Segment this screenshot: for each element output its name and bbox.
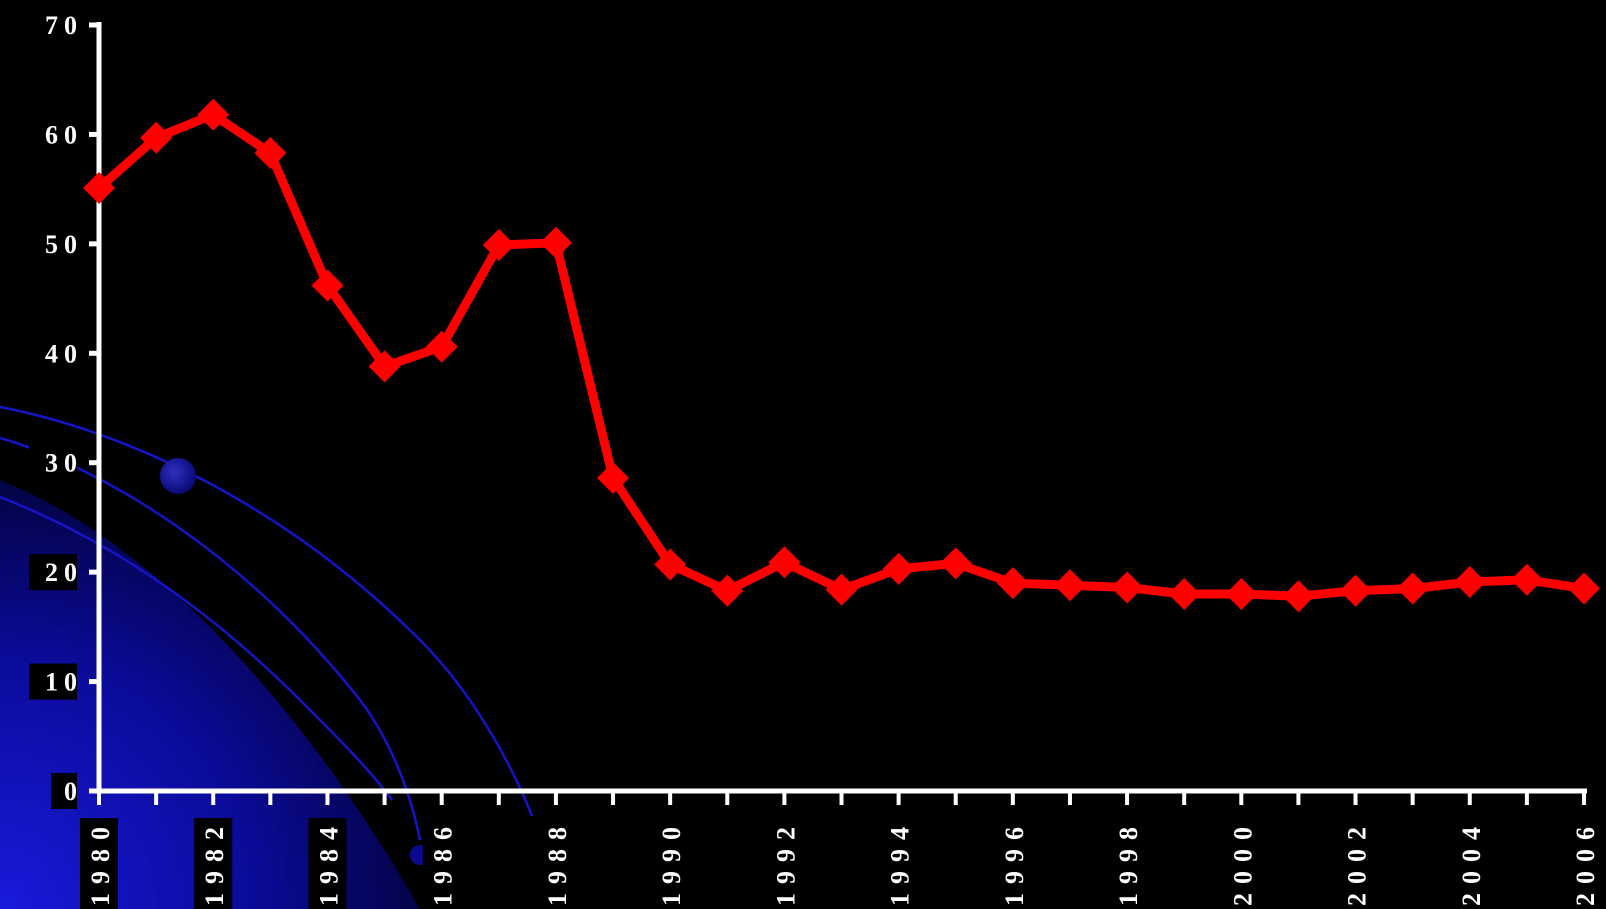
data-point-marker	[311, 269, 344, 302]
data-point-marker	[939, 547, 972, 580]
data-point-marker	[368, 350, 401, 383]
data-point-marker	[1053, 569, 1086, 602]
y-tick-label: 0	[64, 777, 83, 806]
x-tick-label: 2006	[1571, 818, 1600, 906]
data-point-marker	[1396, 572, 1429, 605]
x-axis-ticks: 1980 1982 1984 1986 1988 1990 1992 1994 1996 1998…	[80, 791, 1603, 909]
blue-glow-area	[0, 480, 420, 909]
x-tick-label-bg	[536, 818, 575, 909]
data-point-marker	[83, 172, 115, 205]
x-tick-label: 1988	[543, 818, 572, 906]
x-tick-label: 1994	[886, 818, 915, 906]
data-point-marker	[1111, 571, 1144, 604]
y-tick-label: 50	[45, 230, 83, 259]
data-point-marker	[1282, 580, 1315, 613]
x-tick-label: 1980	[86, 818, 115, 906]
x-tick-label-bg	[765, 818, 804, 909]
y-tick-label-bg	[29, 116, 77, 153]
y-tick-label: 40	[45, 339, 83, 368]
data-point-marker	[597, 462, 630, 495]
x-tick-label-bg	[308, 818, 347, 909]
y-tick-label: 20	[45, 558, 83, 587]
data-point-marker	[996, 567, 1029, 600]
y-tick-label-bg	[29, 444, 77, 481]
y-tick-label-bg	[51, 773, 77, 809]
decorative-ball-icon	[160, 458, 196, 494]
x-tick-label-bg	[80, 818, 118, 909]
axes	[96, 22, 1587, 794]
x-tick-label-bg	[1222, 818, 1261, 909]
data-point-marker	[197, 98, 230, 131]
x-tick-label-bg	[194, 818, 233, 909]
x-tick-label-bg	[651, 818, 690, 909]
x-tick-label: 1982	[200, 818, 229, 906]
data-point-marker	[882, 552, 915, 585]
x-tick-label-bg	[1565, 818, 1603, 909]
x-tick-label: 1986	[429, 818, 458, 906]
y-tick-label: 30	[45, 449, 83, 478]
y-tick-label-bg	[29, 7, 77, 43]
x-tick-label: 1996	[1000, 818, 1029, 906]
x-tick-label-bg	[879, 818, 918, 909]
y-tick-label-bg	[29, 225, 77, 262]
data-point-marker	[1568, 572, 1600, 605]
data-point-marker	[768, 546, 801, 579]
data-point-marker	[1225, 578, 1258, 611]
y-tick-label-bg	[29, 663, 77, 700]
data-point-marker	[1339, 574, 1372, 607]
data-point-marker	[711, 574, 744, 607]
data-point-marker	[825, 573, 858, 606]
x-tick-label: 1990	[657, 818, 686, 906]
data-point-marker	[254, 137, 287, 170]
x-tick-label-bg	[1108, 818, 1147, 909]
data-point-marker	[1453, 565, 1486, 598]
data-point-marker	[1168, 578, 1201, 611]
series-group	[83, 98, 1600, 613]
data-point-marker	[654, 548, 687, 581]
decorative-arc-3	[0, 495, 394, 801]
y-tick-label: 60	[45, 120, 83, 149]
y-tick-label: 10	[45, 668, 83, 697]
x-tick-label: 2002	[1343, 818, 1372, 906]
x-tick-label-bg	[422, 818, 461, 909]
x-tick-label-bg	[1336, 818, 1375, 909]
x-tick-label: 2000	[1228, 818, 1257, 906]
data-point-marker	[482, 228, 515, 261]
data-point-marker	[539, 226, 572, 259]
y-tick-label-bg	[29, 554, 77, 591]
x-tick-label-bg	[993, 818, 1032, 909]
decorative-arc-2	[0, 436, 422, 841]
x-tick-label: 1984	[314, 818, 343, 906]
x-tick-label: 1998	[1114, 818, 1143, 906]
data-point-marker	[425, 330, 458, 363]
x-tick-label: 2004	[1457, 818, 1486, 906]
data-point-marker	[1510, 563, 1543, 596]
series-line	[96, 110, 1585, 601]
data-point-marker	[140, 121, 173, 154]
y-axis-ticks: 0 10 20 30 40 50 60 70	[29, 7, 99, 809]
x-tick-label: 1992	[771, 818, 800, 906]
y-tick-label-bg	[29, 335, 77, 372]
x-tick-label-bg	[1450, 818, 1489, 909]
y-tick-label: 70	[45, 11, 83, 40]
